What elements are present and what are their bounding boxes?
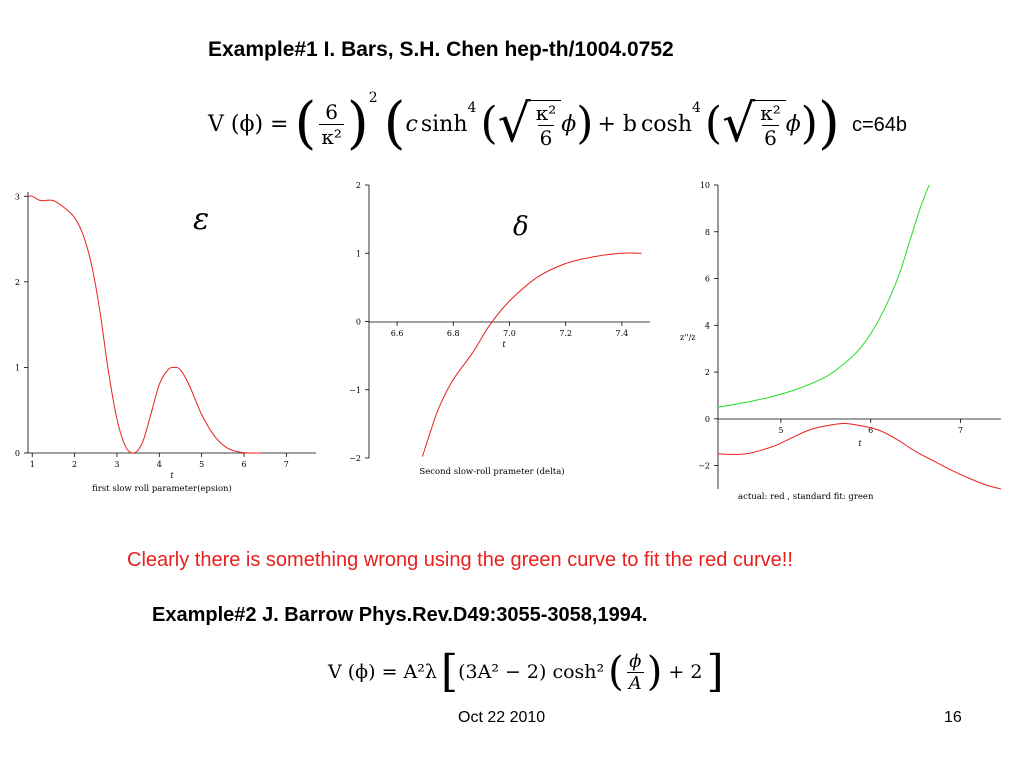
zpp-y-tick-label: 10 xyxy=(700,181,710,190)
zpp-actual-curve xyxy=(717,422,1002,490)
conclusion-text: Clearly there is something wrong using t… xyxy=(127,549,793,571)
eq1-kappa-sq-num-a: κ² xyxy=(535,101,557,125)
eq1-plus-b: + b xyxy=(597,111,637,137)
page-number: 16 xyxy=(944,709,962,726)
eq2-inner: (3A² − 2) cosh² xyxy=(458,661,605,683)
eq1-c: c xyxy=(405,111,418,137)
eq1-cosh: cosh xyxy=(640,111,692,137)
zpp-y-label: z''/z xyxy=(680,333,696,342)
eq1-fourth-a: 4 xyxy=(467,100,477,116)
delta-x-tick-label: 6.8 xyxy=(447,329,460,338)
epsilon-x-tick-label: 2 xyxy=(72,460,77,469)
delta-x-tick-label: 7.0 xyxy=(503,329,516,338)
equation-example1: V (ϕ) = ( 6 κ² ) 2 ( c sinh 4 ( √ κ² 6 ϕ ) +… xyxy=(208,90,840,156)
zpp-x-label: t xyxy=(858,439,862,448)
delta-chart: δ t Second slow-roll prameter (delta) 6.… xyxy=(349,181,650,477)
epsilon-y-tick-label: 0 xyxy=(15,449,20,458)
epsilon-y-tick-label: 1 xyxy=(15,363,20,372)
slide-heading-example1: Example#1 I. Bars, S.H. Chen hep-th/1004… xyxy=(208,38,674,61)
eq1-six-den-b: 6 xyxy=(762,125,779,150)
epsilon-chart: ε t first slow roll parameter(epsion) 1 2… xyxy=(15,192,316,494)
eq2-lhs: V (ϕ) = A²λ xyxy=(328,661,437,683)
epsilon-x-tick-label: 5 xyxy=(199,460,204,469)
delta-y-tick-label: −2 xyxy=(349,454,361,463)
zpp-y-tick-label: 4 xyxy=(705,321,710,330)
zpp-y-tick-label: 0 xyxy=(705,415,710,424)
zpp-fit-curve xyxy=(717,184,930,408)
delta-symbol: δ xyxy=(513,212,529,242)
delta-x-tick-label: 7.4 xyxy=(616,329,629,338)
eq1-lhs: V (ϕ) = xyxy=(208,111,289,137)
delta-y-tick-label: −1 xyxy=(349,386,361,395)
eq2-plus: + 2 xyxy=(668,661,703,683)
zpp-y-tick-label: −2 xyxy=(698,462,710,471)
delta-x-tick-label: 6.6 xyxy=(391,329,404,338)
eq1-sinh: sinh xyxy=(420,111,468,137)
epsilon-x-tick-label: 3 xyxy=(114,460,119,469)
zpp-x-tick-label: 7 xyxy=(958,426,963,435)
delta-x-tick-label: 7.2 xyxy=(559,329,572,338)
zpp-x-tick-label: 5 xyxy=(778,426,783,435)
footer-date: Oct 22 2010 xyxy=(458,709,546,726)
delta-y-tick-label: 0 xyxy=(356,318,361,327)
zpp-caption: actual: red , standard fit: green xyxy=(738,492,874,502)
eq2-phi: ϕ xyxy=(629,650,642,672)
epsilon-x-tick-label: 6 xyxy=(241,460,246,469)
zpp-chart: z''/z t actual: red , standard fit: gree… xyxy=(680,181,1002,502)
eq2-A: A xyxy=(626,671,644,694)
epsilon-curve xyxy=(27,195,261,454)
eq1-fourth-b: 4 xyxy=(692,100,701,116)
constant-note: c=64b xyxy=(852,114,908,136)
delta-curve xyxy=(421,252,642,457)
delta-y-tick-label: 1 xyxy=(356,249,361,258)
eq1-phi-a: ϕ xyxy=(561,111,577,137)
zpp-y-tick-label: 8 xyxy=(705,228,710,237)
epsilon-caption: first slow roll parameter(epsion) xyxy=(92,483,232,494)
zpp-y-tick-label: 6 xyxy=(705,275,710,284)
epsilon-y-tick-label: 3 xyxy=(15,192,20,201)
epsilon-x-tick-label: 1 xyxy=(30,460,35,469)
slide-heading-example2: Example#2 J. Barrow Phys.Rev.D49:3055-30… xyxy=(152,604,648,626)
epsilon-y-tick-label: 2 xyxy=(15,278,20,287)
zpp-y-tick-label: 2 xyxy=(705,368,710,377)
delta-caption: Second slow-roll prameter (delta) xyxy=(419,466,564,477)
epsilon-x-label: t xyxy=(170,471,174,480)
zpp-x-tick-label: 6 xyxy=(868,426,873,435)
eq1-kappa-sq-num-b: κ² xyxy=(760,101,781,125)
eq1-phi-b: ϕ xyxy=(785,111,801,137)
eq1-kappa-sq: κ² xyxy=(319,123,344,149)
epsilon-x-tick-label: 7 xyxy=(284,460,289,469)
eq1-square: 2 xyxy=(368,90,378,106)
eq1-six: 6 xyxy=(325,99,338,124)
delta-y-tick-label: 2 xyxy=(356,181,361,190)
epsilon-symbol: ε xyxy=(193,202,209,237)
epsilon-x-tick-label: 4 xyxy=(157,460,162,469)
eq1-six-den-a: 6 xyxy=(537,125,555,150)
delta-x-label: t xyxy=(502,340,506,349)
